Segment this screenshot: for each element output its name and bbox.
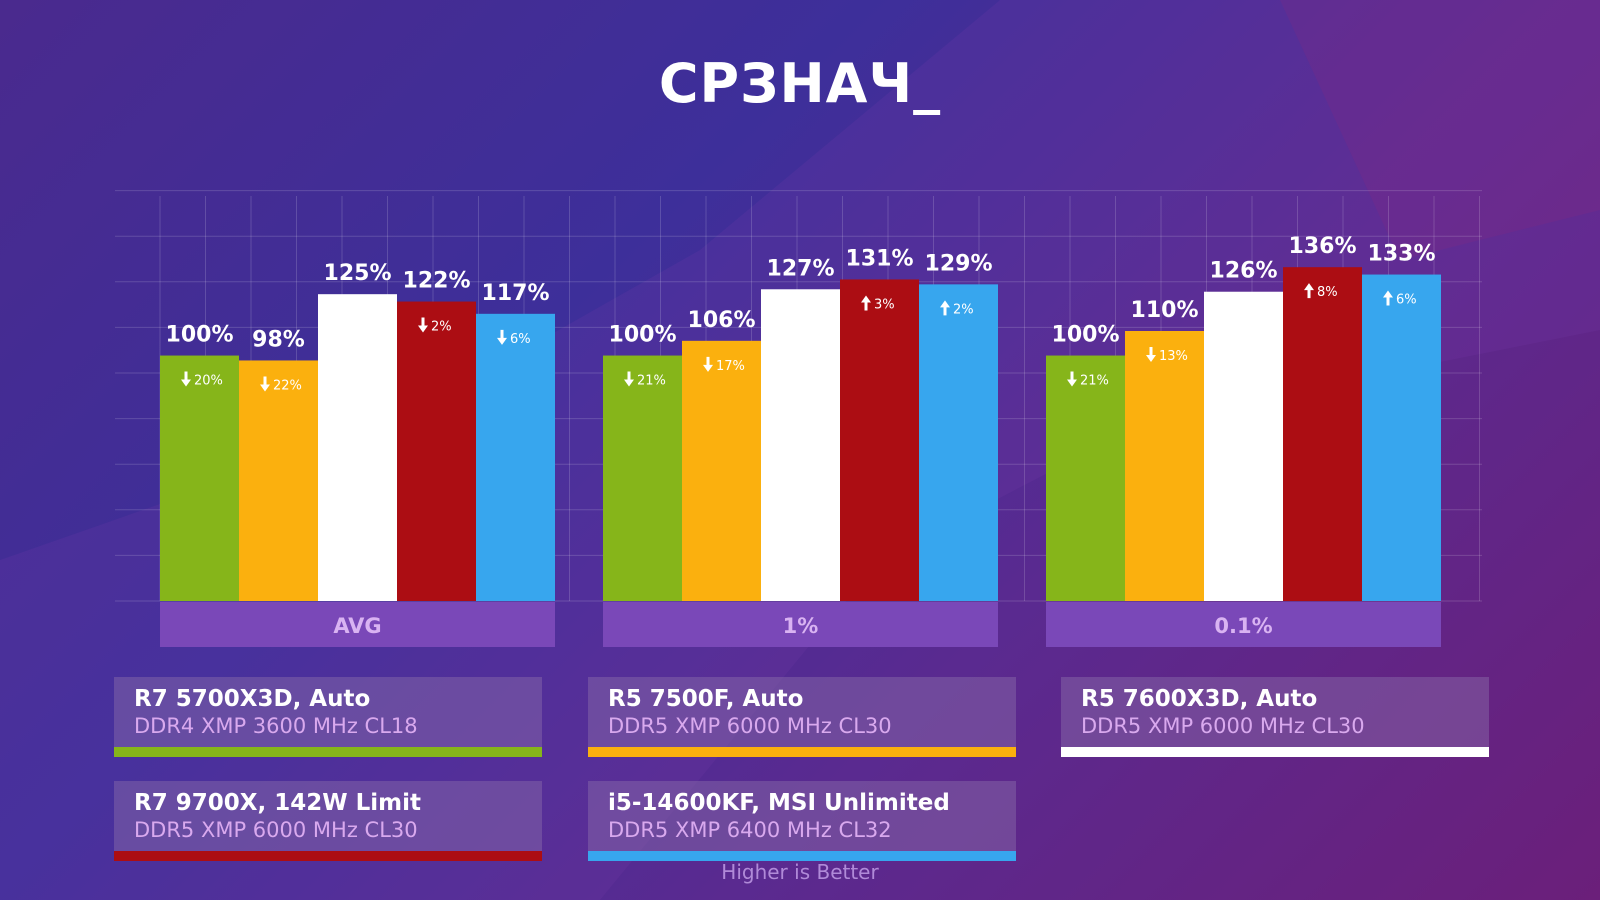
legend-item: R7 5700X3D, Auto DDR4 XMP 3600 MHz CL18 bbox=[114, 677, 542, 757]
bar-1-1 bbox=[160, 355, 239, 601]
arrow-down-icon bbox=[260, 376, 270, 392]
bar-2-1 bbox=[239, 360, 318, 601]
data-label: 100% bbox=[1052, 323, 1120, 348]
category-label: AVG bbox=[333, 614, 381, 638]
data-label: 117% bbox=[482, 281, 550, 306]
data-label: 106% bbox=[688, 308, 756, 333]
data-label: 110% bbox=[1131, 298, 1199, 323]
data-label: 133% bbox=[1368, 242, 1436, 267]
data-label: 125% bbox=[324, 261, 392, 286]
data-label: 127% bbox=[767, 256, 835, 281]
legend-item: R5 7500F, Auto DDR5 XMP 6000 MHz CL30 bbox=[588, 677, 1016, 757]
bar-1-2 bbox=[603, 355, 682, 601]
bar-2-3 bbox=[1125, 331, 1204, 601]
legend-item: R7 9700X, 142W Limit DDR5 XMP 6000 MHz CL… bbox=[114, 781, 542, 861]
delta-label: 21% bbox=[637, 374, 666, 389]
legend-color-swatch bbox=[588, 747, 1016, 757]
bar-4-2 bbox=[840, 279, 919, 601]
bar-3-3 bbox=[1204, 291, 1283, 601]
bar-5-3 bbox=[1362, 274, 1441, 601]
bar-4-1 bbox=[397, 301, 476, 601]
bar-4-3 bbox=[1283, 267, 1362, 601]
category-label: 1% bbox=[783, 614, 819, 638]
delta-label: 13% bbox=[1159, 349, 1188, 364]
arrow-down-icon bbox=[1067, 371, 1077, 387]
delta-label: 22% bbox=[273, 378, 302, 393]
legend-cpu-label: R5 7600X3D, Auto bbox=[1081, 686, 1318, 712]
legend-cpu-label: i5-14600KF, MSI Unlimited bbox=[608, 790, 950, 816]
legend-memory-label: DDR4 XMP 3600 MHz CL18 bbox=[134, 714, 418, 738]
legend-item: i5-14600KF, MSI Unlimited DDR5 XMP 6400 M… bbox=[588, 781, 1016, 861]
arrow-up-icon bbox=[1383, 290, 1393, 306]
legend-cpu-label: R5 7500F, Auto bbox=[608, 686, 804, 712]
data-label: 136% bbox=[1289, 234, 1357, 259]
data-label: 126% bbox=[1210, 259, 1278, 284]
legend-memory-label: DDR5 XMP 6000 MHz CL30 bbox=[608, 714, 892, 738]
legend-color-swatch bbox=[114, 851, 542, 861]
arrow-up-icon bbox=[940, 300, 950, 316]
legend-memory-label: DDR5 XMP 6000 MHz CL30 bbox=[134, 818, 418, 842]
data-label: 131% bbox=[846, 246, 914, 271]
bar-chart: 100% 20% 98% 22% 125% 122% 2% 117% 6% AVG 100% 21% 1… bbox=[160, 234, 1441, 647]
legend-color-swatch bbox=[588, 851, 1016, 861]
arrow-down-icon bbox=[703, 356, 713, 372]
legend-memory-label: DDR5 XMP 6000 MHz CL30 bbox=[1081, 714, 1365, 738]
arrow-down-icon bbox=[497, 329, 507, 345]
arrow-down-icon bbox=[418, 317, 428, 333]
category-label: 0.1% bbox=[1214, 614, 1272, 638]
bar-2-2 bbox=[682, 340, 761, 601]
delta-label: 17% bbox=[716, 359, 745, 374]
legend-color-swatch bbox=[1061, 747, 1489, 757]
delta-label: 8% bbox=[1317, 285, 1338, 300]
legend-color-swatch bbox=[114, 747, 542, 757]
data-label: 100% bbox=[609, 323, 677, 348]
data-label: 98% bbox=[252, 327, 305, 352]
legend-memory-label: DDR5 XMP 6400 MHz CL32 bbox=[608, 818, 892, 842]
arrow-down-icon bbox=[181, 371, 191, 387]
legend-cpu-label: R7 9700X, 142W Limit bbox=[134, 790, 421, 816]
arrow-up-icon bbox=[861, 295, 871, 311]
category-band bbox=[160, 602, 555, 647]
category-band bbox=[603, 602, 998, 647]
bar-5-1 bbox=[476, 313, 555, 601]
arrow-down-icon bbox=[1146, 347, 1156, 362]
delta-label: 2% bbox=[431, 320, 452, 335]
bar-3-2 bbox=[761, 289, 840, 601]
bar-5-2 bbox=[919, 284, 998, 601]
data-label: 100% bbox=[166, 323, 234, 348]
data-label: 129% bbox=[925, 251, 993, 276]
delta-label: 2% bbox=[953, 302, 974, 317]
delta-label: 6% bbox=[1396, 293, 1417, 308]
delta-label: 3% bbox=[874, 297, 895, 312]
delta-label: 6% bbox=[510, 332, 531, 347]
legend-item: R5 7600X3D, Auto DDR5 XMP 6000 MHz CL30 bbox=[1061, 677, 1489, 757]
delta-label: 20% bbox=[194, 374, 223, 389]
legend-cpu-label: R7 5700X3D, Auto bbox=[134, 686, 371, 712]
arrow-down-icon bbox=[624, 371, 634, 387]
data-label: 122% bbox=[403, 269, 471, 294]
footer-note: Higher is Better bbox=[721, 860, 879, 884]
bar-3-1 bbox=[318, 294, 397, 601]
page-title: СРЗНАЧ_ bbox=[658, 52, 942, 115]
arrow-up-icon bbox=[1304, 283, 1314, 299]
delta-label: 21% bbox=[1080, 374, 1109, 389]
category-band bbox=[1046, 602, 1441, 647]
bar-1-3 bbox=[1046, 355, 1125, 601]
